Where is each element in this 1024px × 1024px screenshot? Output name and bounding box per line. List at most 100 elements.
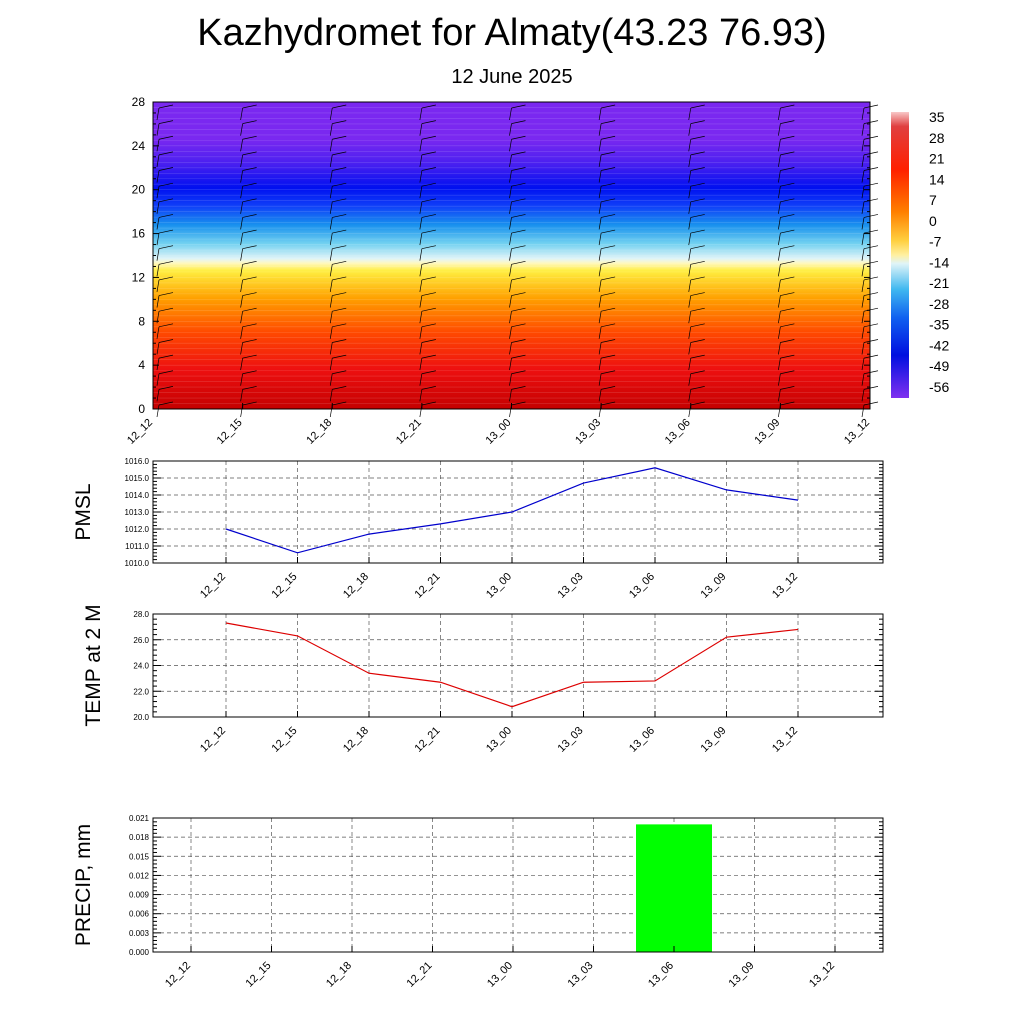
x-tick-label: 13_12 (770, 571, 800, 601)
wind-barb (778, 389, 781, 402)
wind-barb-flag (780, 182, 795, 187)
y-tick-label: 0.006 (129, 910, 150, 919)
colorbar-label: -42 (929, 337, 949, 353)
wind-barb (778, 295, 781, 308)
wind-barb (688, 326, 692, 339)
wind-barb (861, 373, 865, 386)
y-tick-label: 0.009 (129, 891, 150, 900)
colorbar-label: -28 (929, 296, 949, 312)
wind-barb-flag (242, 339, 257, 343)
wind-barb-flag (511, 292, 526, 296)
wind-barb-flag (332, 386, 347, 390)
wind-barb-flag (511, 229, 526, 234)
wind-barb (598, 186, 602, 199)
wind-barb (509, 342, 512, 355)
wind-barb-flag (242, 292, 257, 296)
x-tick-label: 13_12 (807, 960, 837, 990)
wind-barb (778, 170, 781, 183)
wind-barb-flag (242, 354, 257, 359)
wind-barb (688, 107, 692, 121)
wind-barb-flag (332, 151, 347, 156)
wind-barb-flag (511, 354, 526, 359)
page-subtitle: 12 June 2025 (451, 66, 573, 88)
wind-barb (778, 358, 781, 371)
wind-barb (778, 264, 781, 277)
x-tick-label: 12_18 (341, 571, 371, 601)
wind-barb-flag (863, 229, 879, 234)
wind-barb (419, 154, 423, 167)
wind-barb-flag (601, 276, 616, 281)
wind-barb-flag (601, 386, 616, 390)
wind-barb (688, 154, 692, 167)
wind-barb-flag (780, 245, 795, 250)
wind-barb-flag (421, 276, 436, 281)
colorbar-label: -21 (929, 275, 949, 291)
wind-barb (419, 139, 423, 152)
wind-barb (419, 311, 423, 324)
wind-barb-flag (863, 198, 879, 203)
wind-barb (329, 248, 333, 261)
x-tick-label: 12_15 (215, 417, 245, 447)
wind-barb (509, 217, 512, 230)
wind-barb-flag (690, 151, 705, 156)
wind-barb-flag (242, 229, 257, 234)
wind-barb (156, 201, 160, 214)
wind-barb-flag (242, 198, 257, 203)
wind-barb (156, 107, 160, 121)
wind-barb-flag (511, 386, 526, 390)
wind-barb (688, 170, 692, 183)
wind-barb-flag (511, 339, 526, 343)
wind-barb-flag (332, 370, 347, 375)
wind-barb-flag (690, 229, 705, 234)
wind-barb (509, 201, 512, 214)
colorbar-label: -56 (929, 379, 949, 395)
wind-barb-flag (690, 104, 705, 109)
wind-barb-flag (242, 167, 257, 171)
x-tick-label: 13_09 (727, 960, 757, 990)
wind-barb-flag (601, 167, 616, 171)
wind-barb-flag (690, 354, 705, 359)
wind-barb-flag (158, 214, 174, 218)
wind-barb (419, 107, 423, 121)
wind-barb-flag (601, 135, 616, 140)
wind-barb-flag (421, 151, 436, 156)
wind-barb-flag (332, 323, 347, 328)
wind-barb-flag (242, 401, 257, 406)
wind-barb (509, 232, 512, 246)
wind-barb (419, 264, 423, 277)
wind-barb-flag (780, 135, 795, 140)
wind-barb-flag (690, 214, 705, 218)
y-tick-label: 0.003 (129, 929, 150, 938)
wind-barb-flag (780, 167, 795, 171)
wind-barb (240, 154, 243, 167)
wind-barb (329, 358, 333, 371)
wind-barb (509, 311, 512, 324)
wind-barb (509, 139, 512, 152)
wind-barb (329, 389, 333, 402)
wind-barb (419, 170, 423, 183)
wind-barb-flag (158, 135, 174, 140)
x-tick-label: 13_03 (556, 571, 586, 601)
wind-barb-flag (332, 198, 347, 203)
wind-barb-flag (601, 401, 616, 406)
y-tick-label: 1015.0 (125, 474, 150, 483)
wind-barb-flag (242, 245, 257, 250)
wind-barb-flag (332, 339, 347, 343)
wind-barb-flag (158, 339, 174, 343)
wind-barb (598, 326, 602, 339)
wind-barb-flag (242, 276, 257, 281)
wind-barb (861, 342, 865, 355)
x-tick-label: 12_12 (198, 571, 228, 601)
wind-barb-flag (863, 323, 879, 328)
wind-barb (329, 373, 333, 386)
wind-barb-flag (690, 401, 705, 406)
x-tick-label: 13_06 (663, 417, 693, 447)
wind-barb-flag (780, 386, 795, 390)
wind-barb (861, 186, 865, 199)
wind-barb (778, 342, 781, 355)
x-tick-label: 13_12 (770, 725, 800, 755)
wind-barb-flag (158, 245, 174, 250)
wind-barb (156, 404, 160, 418)
